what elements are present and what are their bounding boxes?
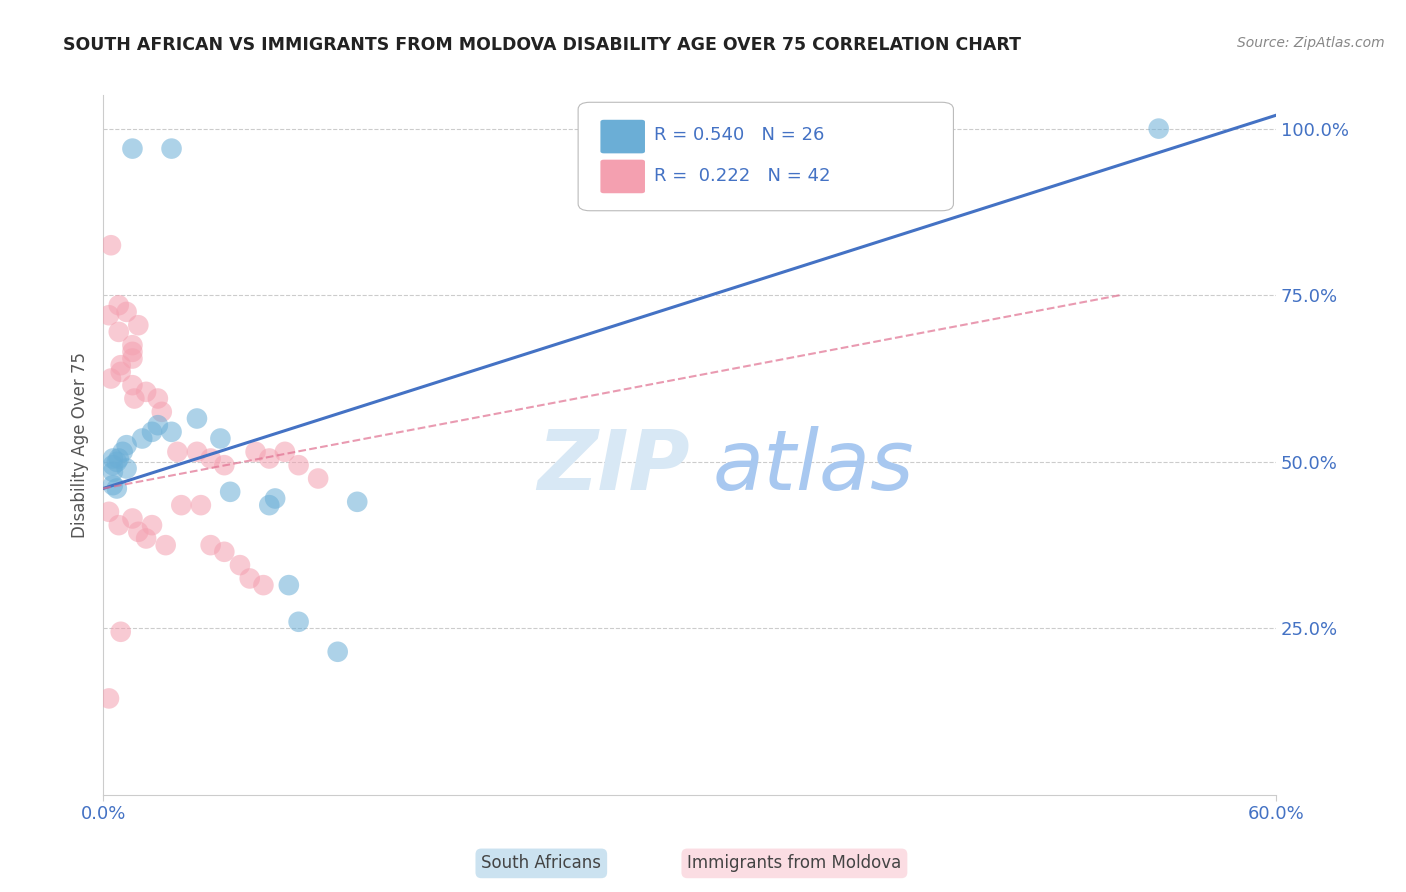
Point	[146, 418, 169, 433]
Text: ZIP: ZIP	[537, 425, 689, 507]
Point	[107, 325, 129, 339]
Point	[105, 482, 128, 496]
Point	[121, 142, 143, 156]
Point	[200, 451, 222, 466]
Point	[131, 432, 153, 446]
FancyBboxPatch shape	[600, 160, 645, 194]
Point	[277, 578, 299, 592]
Point	[219, 484, 242, 499]
Point	[200, 538, 222, 552]
Text: Immigrants from Moldova: Immigrants from Moldova	[688, 855, 901, 872]
Point	[121, 338, 143, 352]
Point	[107, 518, 129, 533]
Point	[100, 371, 122, 385]
Point	[111, 445, 134, 459]
Point	[121, 344, 143, 359]
Point	[160, 425, 183, 439]
FancyBboxPatch shape	[600, 120, 645, 153]
Point	[115, 438, 138, 452]
Point	[166, 445, 188, 459]
Y-axis label: Disability Age Over 75: Disability Age Over 75	[72, 352, 89, 538]
Point	[127, 524, 149, 539]
Point	[115, 461, 138, 475]
Point	[98, 691, 121, 706]
Point	[170, 498, 193, 512]
Point	[346, 495, 368, 509]
Point	[107, 298, 129, 312]
Point	[252, 578, 274, 592]
Point	[121, 378, 143, 392]
Point	[326, 645, 349, 659]
Point	[101, 458, 124, 472]
Point	[101, 478, 124, 492]
Point	[259, 451, 281, 466]
Point	[186, 411, 208, 425]
Text: South Africans: South Africans	[481, 855, 602, 872]
Point	[274, 445, 297, 459]
Point	[127, 318, 149, 333]
Point	[110, 624, 132, 639]
Point	[100, 238, 122, 252]
Point	[150, 405, 173, 419]
Point	[98, 308, 121, 322]
Point	[141, 518, 163, 533]
Point	[287, 615, 309, 629]
Point	[155, 538, 177, 552]
Point	[259, 498, 281, 512]
Point	[121, 511, 143, 525]
Point	[110, 365, 132, 379]
Point	[146, 392, 169, 406]
Point	[186, 445, 208, 459]
Point	[101, 465, 124, 479]
Point	[245, 445, 267, 459]
Point	[229, 558, 252, 573]
Point	[98, 505, 121, 519]
Point	[110, 358, 132, 372]
Point	[214, 458, 236, 472]
Point	[124, 392, 146, 406]
Text: R =  0.222   N = 42: R = 0.222 N = 42	[654, 167, 831, 185]
Point	[214, 545, 236, 559]
Point	[135, 532, 157, 546]
Point	[307, 471, 329, 485]
Point	[135, 384, 157, 399]
Point	[264, 491, 287, 506]
Point	[1147, 121, 1170, 136]
Point	[121, 351, 143, 366]
FancyBboxPatch shape	[578, 103, 953, 211]
Point	[141, 425, 163, 439]
Point	[287, 458, 309, 472]
Point	[209, 432, 232, 446]
Text: Source: ZipAtlas.com: Source: ZipAtlas.com	[1237, 36, 1385, 50]
Text: SOUTH AFRICAN VS IMMIGRANTS FROM MOLDOVA DISABILITY AGE OVER 75 CORRELATION CHAR: SOUTH AFRICAN VS IMMIGRANTS FROM MOLDOVA…	[63, 36, 1021, 54]
Text: atlas: atlas	[713, 425, 915, 507]
Point	[160, 142, 183, 156]
Point	[101, 451, 124, 466]
Point	[105, 455, 128, 469]
Point	[239, 572, 262, 586]
Point	[190, 498, 212, 512]
Point	[115, 305, 138, 319]
Point	[107, 451, 129, 466]
Text: R = 0.540   N = 26: R = 0.540 N = 26	[654, 126, 825, 145]
